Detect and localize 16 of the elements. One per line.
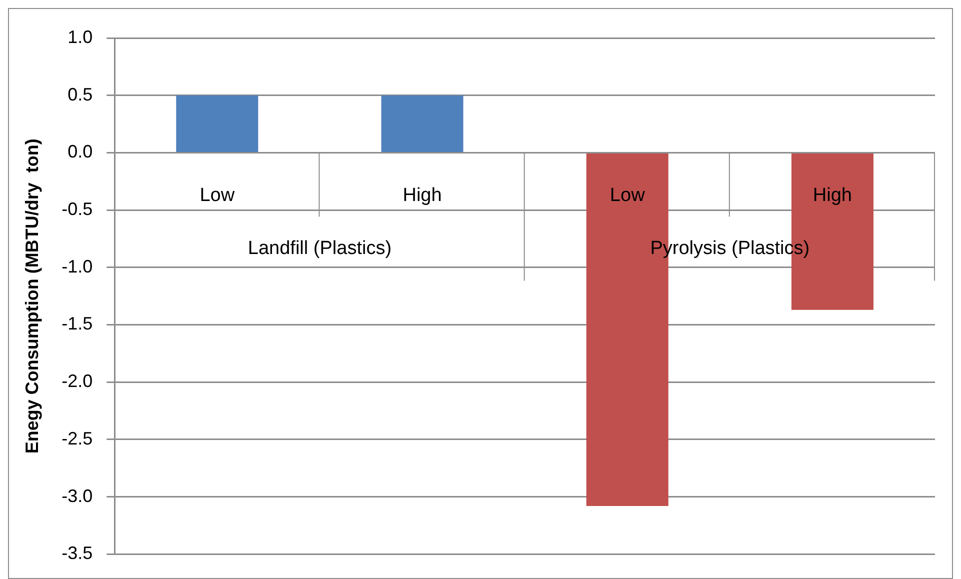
y-tick-label: -3.5: [62, 543, 93, 564]
y-tick-label: 0.5: [68, 84, 93, 104]
y-tick-label: -2.0: [62, 371, 93, 392]
x-tick-label: High: [402, 184, 442, 206]
y-axis-title: Enegy Consumption (MBTU/dry ton): [22, 138, 42, 454]
y-tick-label: -0.5: [62, 199, 93, 220]
x-tick-label: High: [812, 184, 852, 206]
y-tick-label: -2.5: [62, 428, 93, 448]
x-tick-label: Low: [610, 184, 646, 206]
y-tick-label: -3.0: [62, 486, 93, 506]
y-tick-label: -1.0: [62, 256, 93, 276]
y-tick-label: 0.0: [68, 142, 93, 162]
annotation: Landfill (Plastics): [248, 238, 392, 259]
x-tick-label: Low: [200, 184, 235, 206]
y-tick-label: 1.0: [68, 26, 93, 47]
y-tick-label: -1.5: [62, 314, 93, 334]
